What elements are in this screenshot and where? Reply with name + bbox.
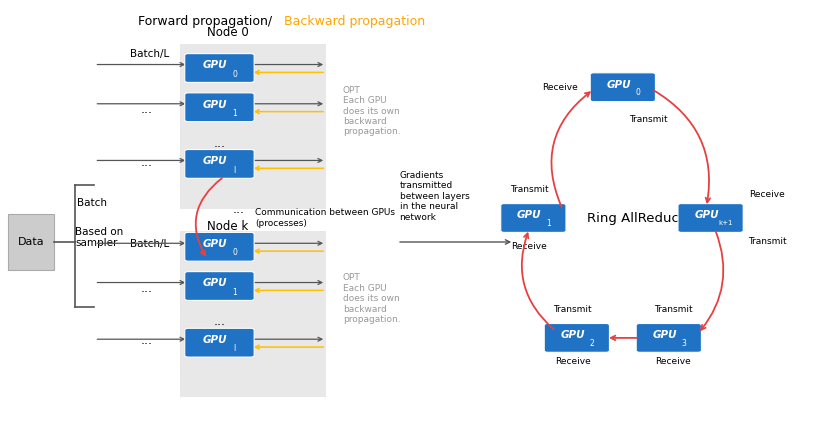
FancyBboxPatch shape [544, 324, 609, 352]
Text: ...: ... [232, 203, 245, 216]
Text: Data: Data [18, 237, 44, 247]
Text: GPU: GPU [203, 335, 227, 345]
FancyBboxPatch shape [636, 324, 701, 352]
Text: 0: 0 [232, 70, 237, 78]
Text: Node k: Node k [207, 220, 248, 233]
Text: Receive: Receive [655, 358, 691, 366]
Text: Receive: Receive [750, 190, 785, 198]
Text: 0: 0 [232, 249, 237, 257]
Text: 2: 2 [589, 339, 594, 347]
Text: GPU: GPU [517, 211, 542, 220]
Text: GPU: GPU [606, 80, 631, 89]
Text: GPU: GPU [694, 211, 719, 220]
FancyBboxPatch shape [8, 214, 54, 270]
Text: GPU: GPU [560, 330, 585, 340]
Text: 1: 1 [232, 288, 237, 296]
Text: Transmit: Transmit [510, 185, 548, 194]
Text: Transmit: Transmit [553, 305, 592, 314]
Text: Gradients
transmitted
between layers
in the neural
network: Gradients transmitted between layers in … [400, 171, 469, 221]
Text: Transmit: Transmit [654, 305, 692, 314]
Text: ...: ... [213, 315, 226, 328]
Text: Backward propagation: Backward propagation [284, 15, 426, 28]
Text: GPU: GPU [203, 279, 227, 288]
Text: Batch/L: Batch/L [130, 50, 169, 59]
FancyBboxPatch shape [590, 73, 655, 102]
Text: Receive: Receive [543, 83, 578, 92]
Text: Batch: Batch [77, 198, 107, 208]
Text: ...: ... [140, 282, 152, 295]
Text: Receive: Receive [555, 358, 590, 366]
Text: OPT
Each GPU
does its own
backward
propagation.: OPT Each GPU does its own backward propa… [343, 273, 400, 324]
Text: Transmit: Transmit [748, 238, 787, 246]
Text: ...: ... [140, 103, 152, 116]
Text: GPU: GPU [203, 157, 227, 166]
Text: Communication between GPUs
(processes): Communication between GPUs (processes) [255, 208, 395, 228]
FancyBboxPatch shape [180, 44, 326, 209]
Text: 1: 1 [232, 109, 237, 118]
Text: GPU: GPU [203, 239, 227, 249]
Text: 1: 1 [546, 219, 551, 228]
Text: Batch/L: Batch/L [130, 239, 169, 249]
FancyBboxPatch shape [180, 231, 326, 397]
Text: ...: ... [213, 136, 226, 150]
FancyBboxPatch shape [185, 272, 254, 300]
Text: 3: 3 [681, 339, 686, 347]
Text: Node 0: Node 0 [207, 26, 249, 39]
Text: GPU: GPU [652, 330, 677, 340]
Text: l: l [233, 344, 236, 353]
Text: 0: 0 [635, 88, 640, 97]
Text: Forward propagation/: Forward propagation/ [138, 15, 272, 28]
Text: GPU: GPU [203, 100, 227, 109]
Text: ...: ... [140, 156, 152, 169]
FancyBboxPatch shape [185, 54, 254, 82]
Text: l: l [233, 166, 236, 174]
FancyBboxPatch shape [501, 204, 566, 232]
Text: GPU: GPU [203, 61, 227, 70]
Text: Receive: Receive [512, 242, 547, 251]
FancyBboxPatch shape [185, 232, 254, 261]
Text: k+1: k+1 [718, 220, 733, 226]
Text: Ring AllReduce: Ring AllReduce [587, 211, 687, 225]
Text: Transmit: Transmit [629, 116, 667, 124]
Text: Based on
sampler: Based on sampler [75, 227, 124, 249]
FancyBboxPatch shape [185, 150, 254, 178]
FancyBboxPatch shape [678, 204, 743, 232]
FancyBboxPatch shape [185, 93, 254, 122]
Text: ...: ... [140, 334, 152, 347]
FancyBboxPatch shape [185, 328, 254, 357]
Text: OPT
Each GPU
does its own
backward
propagation.: OPT Each GPU does its own backward propa… [343, 86, 400, 136]
